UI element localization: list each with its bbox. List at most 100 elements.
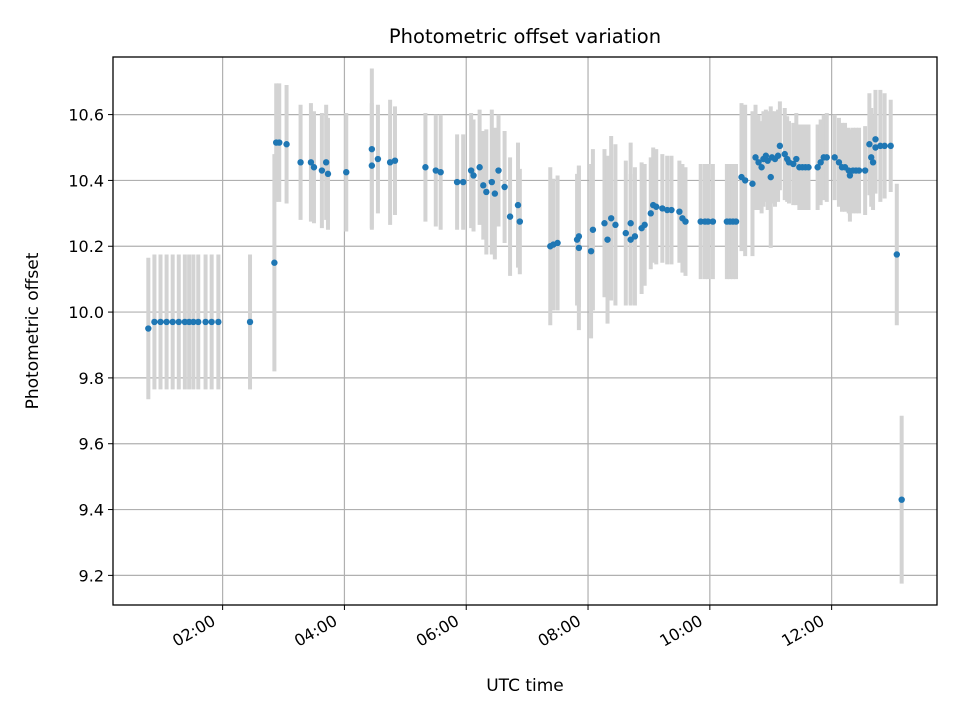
y-tick-label: 9.4 <box>79 501 104 520</box>
data-point <box>758 164 765 171</box>
data-point <box>163 318 170 326</box>
data-point <box>307 159 315 166</box>
data-point <box>195 318 202 326</box>
data-point <box>831 154 838 161</box>
grid-lines <box>113 57 937 605</box>
data-point <box>774 152 782 159</box>
data-point <box>453 178 461 186</box>
data-point <box>587 247 595 255</box>
data-point <box>752 154 759 161</box>
x-axis-label: UTC time <box>486 676 564 696</box>
y-tick-label: 10.4 <box>68 171 104 190</box>
y-tick-label: 10.6 <box>68 106 104 125</box>
data-point <box>491 190 499 197</box>
data-point <box>386 159 394 166</box>
data-point <box>575 233 583 240</box>
chart-title: Photometric offset variation <box>389 25 661 48</box>
data-point <box>324 170 332 178</box>
data-point <box>506 213 514 220</box>
data-point <box>459 178 467 186</box>
data-point <box>343 168 350 176</box>
data-point <box>246 318 254 326</box>
data-point <box>817 159 824 166</box>
data-point <box>322 159 330 166</box>
data-point <box>554 239 561 247</box>
data-point <box>516 218 524 225</box>
data-point <box>866 141 873 148</box>
data-point <box>202 318 209 326</box>
data-point <box>501 183 508 191</box>
data-point <box>898 496 905 503</box>
data-point <box>823 154 830 161</box>
data-point <box>483 188 490 196</box>
data-point <box>881 142 888 150</box>
data-point <box>604 236 611 243</box>
data-point <box>422 164 429 171</box>
y-tick-label: 9.6 <box>79 435 104 454</box>
y-axis-ticks: 9.2 9.4 9.6 9.8 10.0 10.2 10.4 10.6 <box>68 106 113 585</box>
data-point <box>814 164 821 171</box>
data-point <box>169 318 176 326</box>
data-points <box>145 136 905 503</box>
data-point <box>627 220 634 227</box>
data-point <box>647 210 654 217</box>
axes-frame <box>112 56 938 606</box>
data-point <box>835 159 843 166</box>
data-point <box>762 152 770 159</box>
data-point <box>846 172 854 179</box>
data-point <box>682 218 689 225</box>
data-point <box>589 226 597 233</box>
data-point <box>432 167 439 174</box>
data-point <box>310 164 318 171</box>
data-point <box>668 206 675 214</box>
y-tick-label: 10.2 <box>68 237 104 256</box>
data-point <box>653 203 660 210</box>
data-point <box>776 142 784 150</box>
data-point <box>659 205 666 212</box>
data-point <box>641 221 648 229</box>
data-point <box>271 259 278 266</box>
data-point <box>893 251 901 258</box>
data-point <box>470 172 477 179</box>
data-point <box>215 318 222 326</box>
data-point <box>622 229 629 237</box>
data-point <box>781 150 788 158</box>
data-point <box>488 178 496 186</box>
data-point <box>157 318 164 326</box>
data-point <box>208 318 215 326</box>
data-point <box>467 167 475 174</box>
data-point <box>476 164 483 171</box>
data-point <box>151 318 158 326</box>
data-point <box>741 177 749 184</box>
data-point <box>190 318 197 326</box>
data-point <box>175 318 182 326</box>
data-point <box>855 167 863 174</box>
y-tick-label: 9.2 <box>79 566 104 585</box>
data-point <box>480 182 487 189</box>
data-point <box>391 157 399 164</box>
y-tick-label: 10.0 <box>68 303 104 322</box>
data-point <box>869 159 877 166</box>
data-point <box>861 167 869 174</box>
data-point <box>709 218 717 225</box>
data-point <box>437 168 444 176</box>
data-point <box>297 159 304 166</box>
data-point <box>607 215 615 222</box>
data-point <box>575 244 583 252</box>
data-point <box>887 142 894 150</box>
data-point <box>790 160 797 168</box>
data-point <box>749 180 756 187</box>
data-point <box>318 167 326 174</box>
y-tick-label: 9.8 <box>79 369 104 388</box>
data-point <box>601 220 608 227</box>
data-point <box>872 144 879 151</box>
data-point <box>676 208 683 215</box>
data-point <box>732 218 740 225</box>
data-point <box>368 162 376 169</box>
data-point <box>276 139 283 146</box>
data-point <box>755 159 762 166</box>
data-point <box>612 221 619 229</box>
data-point <box>495 167 502 174</box>
data-point <box>868 154 875 161</box>
